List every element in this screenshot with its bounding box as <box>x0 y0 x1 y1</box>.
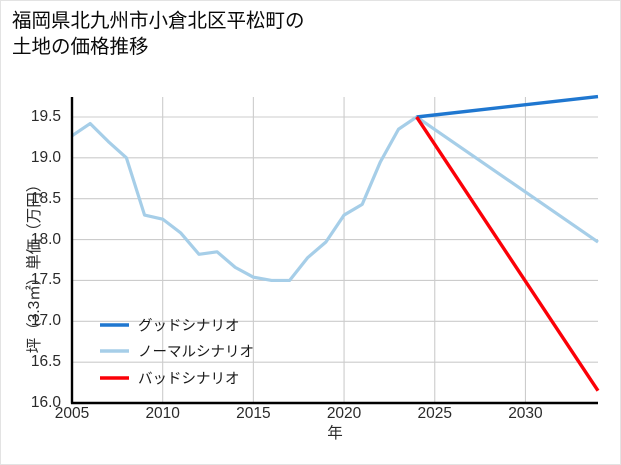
y-tick-label: 19.5 <box>30 108 61 125</box>
legend-swatches <box>100 323 129 380</box>
y-tick-label: 17.0 <box>30 312 61 330</box>
legend-label: バッドシナリオ <box>138 371 240 388</box>
series-line <box>415 116 600 392</box>
y-tick-label: 18.5 <box>30 189 61 207</box>
y-tick-label: 17.5 <box>30 271 61 289</box>
page-title: 福岡県北九州市小倉北区平松町の 土地の価格推移 <box>12 10 305 58</box>
axis-lines <box>70 97 598 405</box>
x-tick-label: 2025 <box>417 405 452 422</box>
y-tick-label: 19.0 <box>30 148 61 166</box>
series-lines <box>71 94 600 392</box>
y-tick-label: 16.0 <box>30 394 61 411</box>
x-tick-label: 2005 <box>54 405 90 422</box>
legend-label: ノーマルシナリオ <box>138 344 254 361</box>
gridlines <box>71 97 598 404</box>
series-line <box>416 94 599 119</box>
x-tick-label: 2010 <box>145 405 180 422</box>
x-tick-label: 2015 <box>236 405 271 422</box>
y-tick-label: 16.5 <box>30 353 61 371</box>
series-line <box>71 115 599 283</box>
legend-label: グッドシナリオ <box>138 318 240 335</box>
x-tick-label: 2030 <box>508 405 543 422</box>
y-axis-title: 坪（3.3㎡）単価（万円） <box>26 176 43 354</box>
x-tick-label: 2020 <box>326 405 362 422</box>
x-axis-title: 年 <box>327 425 343 442</box>
y-tick-label: 18.0 <box>30 230 61 248</box>
